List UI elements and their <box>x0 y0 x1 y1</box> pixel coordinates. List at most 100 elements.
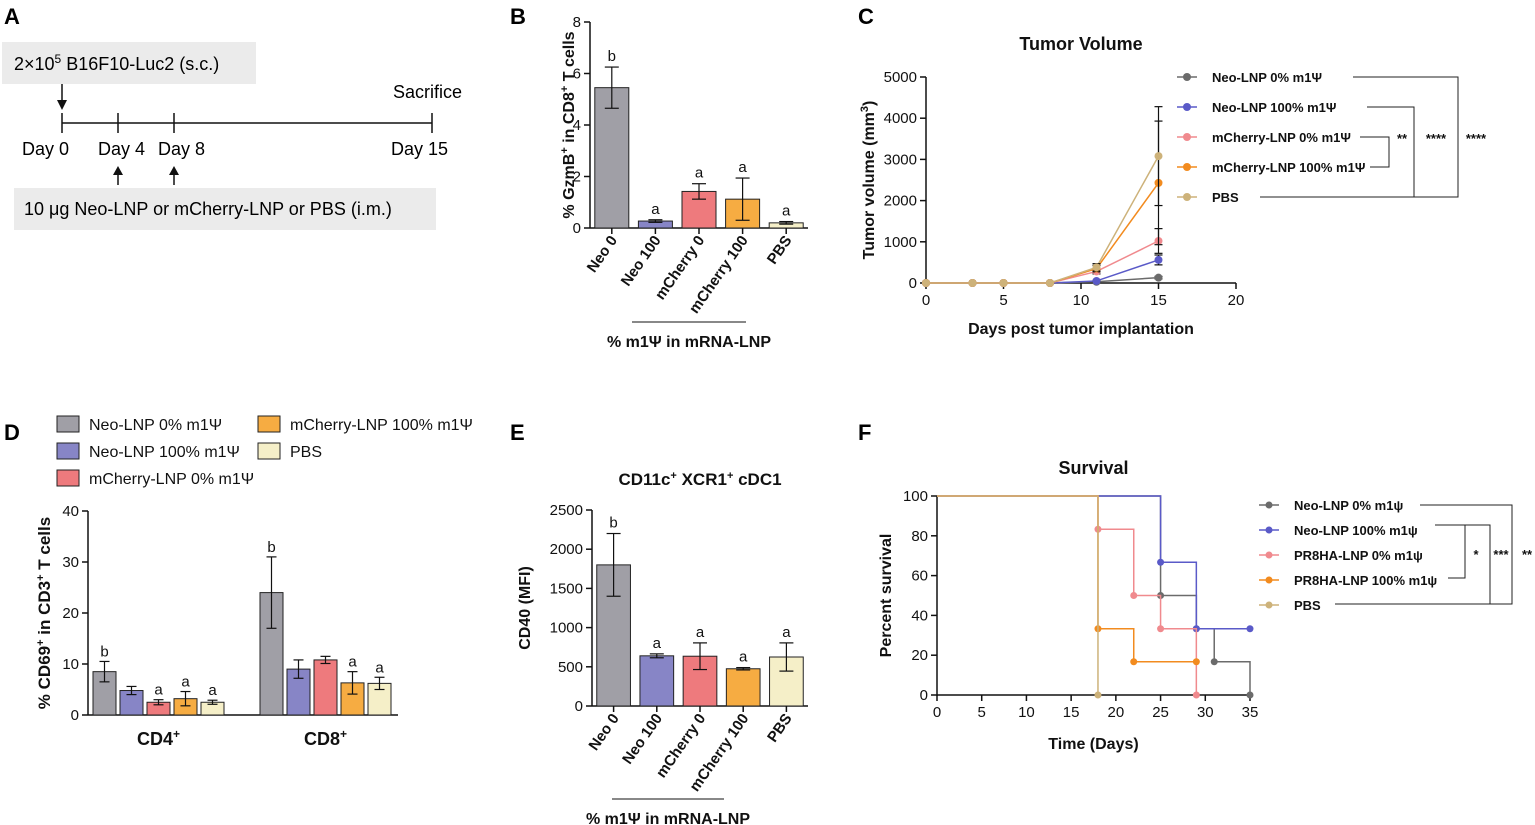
x-tick-label: 15 <box>1150 292 1167 309</box>
survival-step-4 <box>937 495 1099 695</box>
y-tick-label: 4000 <box>884 110 917 127</box>
legend-swatch <box>56 469 80 487</box>
legend-marker <box>1183 163 1191 171</box>
legend-label: mCherry-LNP 100% m1Ψ <box>290 417 473 434</box>
bar-cd8-series-2 <box>313 659 338 716</box>
chart-c: 0 1000 2000 3000 4000 5000 0 5 10 15 20 Days post t… <box>859 34 1487 338</box>
sig-bracket-inner <box>1360 136 1390 168</box>
y-tick-label: 4 <box>573 117 581 134</box>
chart-f: 0 20 40 60 80 100 0 5 10 15 20 25 30 35 Time (Days) Sur… <box>878 458 1533 753</box>
data-point <box>1210 658 1218 666</box>
x-tick-label: Neo 0 <box>586 711 623 754</box>
sig-bracket-mid <box>1367 106 1415 197</box>
y-tick-label: 0 <box>909 275 917 292</box>
x-tick-label: 15 <box>1063 704 1080 721</box>
sig-bracket-inner <box>1438 524 1466 579</box>
sig-bracket-mid <box>1435 524 1491 604</box>
y-tick-label: 20 <box>62 605 79 622</box>
legend-marker <box>1265 576 1273 584</box>
group-label-cd4: CD4+ <box>137 727 180 749</box>
inoculation-box <box>2 42 256 84</box>
series-line-2 <box>926 240 1159 284</box>
x-tick-label: 30 <box>1197 704 1214 721</box>
data-point <box>1192 691 1200 699</box>
timeline-day4: Day 4 <box>98 139 145 159</box>
significance-letter: a <box>154 682 163 699</box>
legend-marker <box>1183 73 1191 81</box>
y-tick-label: 1000 <box>550 620 583 637</box>
panel-e-label: E <box>510 420 525 445</box>
vaccine-box <box>14 188 436 230</box>
y-axis-label: Tumor volume (mm3) <box>859 101 878 260</box>
y-tick-label: 0 <box>71 707 79 724</box>
survival-step-0 <box>937 495 1251 695</box>
significance-letter: b <box>609 515 617 532</box>
data-point <box>1094 691 1102 699</box>
significance-letter: a <box>739 649 748 666</box>
significance-letter: a <box>181 674 190 691</box>
sig-label: **** <box>1466 131 1487 146</box>
y-tick-label: 6 <box>573 66 581 83</box>
y-tick-label: 100 <box>903 488 928 505</box>
significance-letter: a <box>348 654 357 671</box>
x-tick-label: 10 <box>1073 292 1090 309</box>
significance-letter: a <box>375 659 384 676</box>
legend-marker <box>1183 193 1191 201</box>
inoculation-arrowhead <box>57 100 67 110</box>
x-tick-label: Neo 100 <box>619 711 666 768</box>
chart-title: CD11c+ XCR1+ cDC1 <box>618 470 781 489</box>
x-tick-label: PBS <box>764 711 796 746</box>
y-tick-label: 1500 <box>550 580 583 597</box>
data-point <box>1130 592 1138 599</box>
bar-mcherry-100 <box>725 668 761 707</box>
vaccine-arrowhead-day8 <box>169 166 179 175</box>
survival-step-3 <box>937 495 1197 663</box>
sacrifice-label: Sacrifice <box>393 82 462 102</box>
y-tick-label: 8 <box>573 14 581 31</box>
x-tick-label: Neo 0 <box>584 233 621 276</box>
panel-c-label: C <box>858 4 874 29</box>
x-tick-label: 20 <box>1108 704 1125 721</box>
legend-label: Neo-LNP 0% m1Ψ <box>89 417 222 434</box>
x-tick-label: 0 <box>922 292 930 309</box>
legend-label: Neo-LNP 0% m1ψ <box>1294 498 1403 513</box>
legend-label: PBS <box>1212 190 1239 205</box>
significance-letter: a <box>696 624 705 641</box>
x-tick-label: PBS <box>764 233 796 268</box>
sig-bracket-outer <box>1335 504 1513 605</box>
y-tick-label: 3000 <box>884 151 917 168</box>
significance-letter: a <box>738 159 747 176</box>
panel-c: C 0 1000 2000 3000 4000 5000 0 5 10 15 20 Days post… <box>858 4 1487 338</box>
y-tick-label: 40 <box>62 503 79 520</box>
y-tick-label: 40 <box>911 607 928 624</box>
sig-label: ** <box>1397 131 1408 146</box>
x-axis-label: Days post tumor implantation <box>968 321 1194 338</box>
y-tick-label: 5000 <box>884 69 917 86</box>
data-point <box>1157 625 1165 633</box>
legend-label: mCherry-LNP 100% m1Ψ <box>1212 160 1365 175</box>
legend-swatch <box>56 442 80 460</box>
legend-label: Neo-LNP 100% m1Ψ <box>1212 100 1336 115</box>
legend-label: PBS <box>290 444 322 461</box>
significance-letter: a <box>653 635 662 652</box>
vaccine-text: 10 μg Neo-LNP or mCherry-LNP or PBS (i.m… <box>24 199 392 219</box>
legend-swatch <box>56 415 80 433</box>
y-tick-label: 0 <box>920 687 928 704</box>
chart-title: Tumor Volume <box>1019 34 1142 54</box>
x-axis-label: % m1Ψ in mRNA-LNP <box>586 811 750 825</box>
x-axis-label: % m1Ψ in mRNA-LNP <box>607 334 771 351</box>
panel-f: F 0 20 40 60 80 100 0 5 10 15 20 25 30 35 Time (Days) S… <box>858 420 1533 753</box>
significance-letter: b <box>608 48 616 65</box>
y-axis-label: % CD69+ in CD3+ T cells <box>35 517 54 709</box>
chart-d: 0 10 20 30 40 b a a a CD4+ b a a CD8+ % CD69+ in CD3+ … <box>35 415 473 749</box>
significance-letter: b <box>267 539 275 556</box>
significance-letter: a <box>208 682 217 699</box>
legend-swatch <box>257 415 281 433</box>
data-point <box>1092 263 1101 272</box>
bar-neo-100 <box>639 655 675 707</box>
y-tick-label: 10 <box>62 656 79 673</box>
data-point <box>1092 276 1101 285</box>
